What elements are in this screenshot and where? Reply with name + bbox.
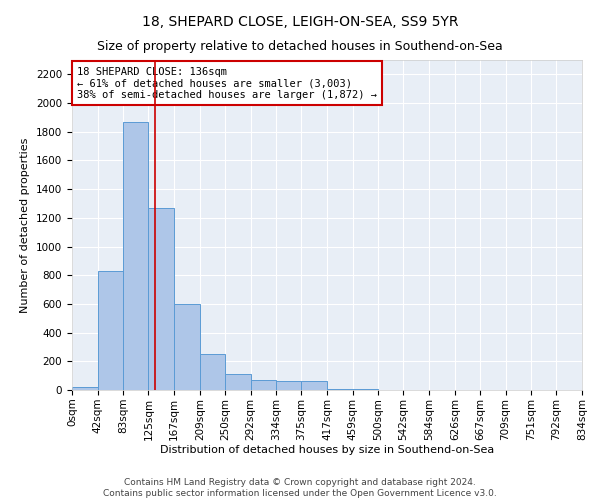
Bar	[276, 380, 301, 390]
Bar	[72, 387, 98, 390]
Text: 18 SHEPARD CLOSE: 136sqm
← 61% of detached houses are smaller (3,003)
38% of sem: 18 SHEPARD CLOSE: 136sqm ← 61% of detach…	[77, 66, 377, 100]
Bar	[174, 304, 200, 390]
Text: Size of property relative to detached houses in Southend-on-Sea: Size of property relative to detached ho…	[97, 40, 503, 53]
Bar	[251, 380, 276, 390]
Bar	[301, 382, 327, 390]
Bar	[327, 388, 353, 390]
X-axis label: Distribution of detached houses by size in Southend-on-Sea: Distribution of detached houses by size …	[160, 446, 494, 456]
Text: 18, SHEPARD CLOSE, LEIGH-ON-SEA, SS9 5YR: 18, SHEPARD CLOSE, LEIGH-ON-SEA, SS9 5YR	[142, 15, 458, 29]
Bar	[225, 374, 251, 390]
Bar	[200, 354, 225, 390]
Bar	[98, 271, 123, 390]
Bar	[123, 122, 148, 390]
Y-axis label: Number of detached properties: Number of detached properties	[20, 138, 31, 312]
Text: Contains HM Land Registry data © Crown copyright and database right 2024.
Contai: Contains HM Land Registry data © Crown c…	[103, 478, 497, 498]
Bar	[148, 208, 174, 390]
